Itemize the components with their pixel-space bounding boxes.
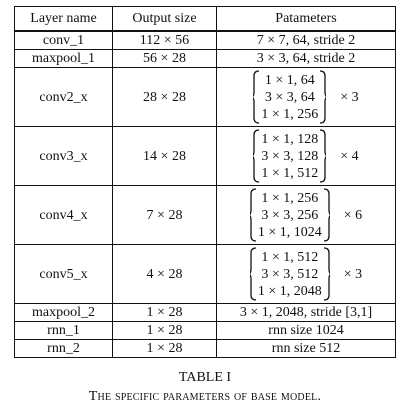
header-output-size: Output size: [112, 6, 217, 32]
layer-name: conv5_x: [14, 244, 113, 304]
block-line: 3 × 3, 128: [261, 148, 319, 164]
table-row: conv4_x 7 × 28 1 × 1, 256 3 × 3, 256 1 ×…: [14, 185, 396, 245]
block-line: 1 × 1, 1024: [257, 224, 322, 240]
layer-name: conv3_x: [14, 126, 113, 186]
parameters: 3 × 3, 64, stride 2: [216, 49, 396, 68]
parameters: 1 × 1, 512 3 × 3, 512 1 × 1, 2048 × 3: [216, 244, 396, 304]
left-brace-icon: [249, 247, 256, 301]
layer-name: maxpool_2: [14, 303, 113, 322]
block-line: 1 × 1, 512: [261, 165, 319, 181]
layer-name: rnn_2: [14, 339, 113, 358]
repeat-count: × 3: [343, 266, 363, 282]
table-number: TABLE I: [178, 370, 232, 385]
bracket-group: 1 × 1, 256 3 × 3, 256 1 × 1, 1024: [249, 188, 330, 242]
output-size: 7 × 28: [112, 185, 217, 245]
parameters: rnn size 512: [216, 339, 396, 358]
output-size: 4 × 28: [112, 244, 217, 304]
layer-name: conv4_x: [14, 185, 113, 245]
parameters: 3 × 1, 2048, stride [3,1]: [216, 303, 396, 322]
block-line: 1 × 1, 128: [261, 131, 319, 147]
header-row: Layer name Output size Patameters: [14, 6, 396, 32]
table-caption: The specific parameters of base model.: [88, 389, 322, 404]
parameters: rnn size 1024: [216, 321, 396, 340]
output-size: 1 × 28: [112, 339, 217, 358]
parameters: 7 × 7, 64, stride 2: [216, 30, 396, 50]
right-brace-icon: [320, 70, 327, 124]
table-row: rnn_2 1 × 28 rnn size 512: [14, 339, 396, 358]
layer-name: rnn_1: [14, 321, 113, 340]
layer-name: conv_1: [14, 30, 113, 50]
repeat-count: × 3: [340, 89, 359, 105]
parameters: 1 × 1, 256 3 × 3, 256 1 × 1, 1024 × 6: [216, 185, 396, 245]
output-size: 56 × 28: [112, 49, 217, 68]
output-size: 1 × 28: [112, 303, 217, 322]
block-line: 1 × 1, 2048: [257, 283, 322, 299]
parameters: 1 × 1, 64 3 × 3, 64 1 × 1, 256 × 3: [216, 67, 396, 127]
block-line: 3 × 3, 512: [261, 266, 319, 282]
table-row: maxpool_2 1 × 28 3 × 1, 2048, stride [3,…: [14, 303, 396, 322]
bracket-group: 1 × 1, 128 3 × 3, 128 1 × 1, 512: [253, 129, 327, 183]
layer-name: maxpool_1: [14, 49, 113, 68]
table-row: conv3_x 14 × 28 1 × 1, 128 3 × 3, 128 1 …: [14, 126, 396, 186]
table-row: conv5_x 4 × 28 1 × 1, 512 3 × 3, 512 1 ×…: [14, 244, 396, 304]
right-brace-icon: [323, 247, 330, 301]
parameters-table: Layer name Output size Patameters conv_1…: [14, 6, 396, 358]
header-parameters: Patameters: [216, 6, 396, 32]
block-line: 1 × 1, 512: [261, 249, 319, 265]
layer-name: conv2_x: [14, 67, 113, 127]
left-brace-icon: [253, 129, 260, 183]
block-line: 1 × 1, 256: [261, 106, 319, 122]
bracket-group: 1 × 1, 64 3 × 3, 64 1 × 1, 256: [253, 70, 327, 124]
table-row: maxpool_1 56 × 28 3 × 3, 64, stride 2: [14, 49, 396, 68]
output-size: 14 × 28: [112, 126, 217, 186]
table-row: conv_1 112 × 56 7 × 7, 64, stride 2: [14, 30, 396, 50]
block-line: 1 × 1, 256: [261, 190, 319, 206]
repeat-count: × 4: [340, 148, 359, 164]
repeat-count: × 6: [343, 207, 363, 223]
parameters: 1 × 1, 128 3 × 3, 128 1 × 1, 512 × 4: [216, 126, 396, 186]
left-brace-icon: [253, 70, 260, 124]
output-size: 1 × 28: [112, 321, 217, 340]
block-line: 3 × 3, 256: [261, 207, 319, 223]
table-row: rnn_1 1 × 28 rnn size 1024: [14, 321, 396, 340]
block-line: 3 × 3, 64: [264, 89, 315, 105]
right-brace-icon: [320, 129, 327, 183]
block-line: 1 × 1, 64: [264, 72, 315, 88]
output-size: 28 × 28: [112, 67, 217, 127]
right-brace-icon: [323, 188, 330, 242]
left-brace-icon: [249, 188, 256, 242]
bracket-group: 1 × 1, 512 3 × 3, 512 1 × 1, 2048: [249, 247, 330, 301]
table-row: conv2_x 28 × 28 1 × 1, 64 3 × 3, 64 1 × …: [14, 67, 396, 127]
output-size: 112 × 56: [112, 30, 217, 50]
header-layer-name: Layer name: [14, 6, 113, 32]
